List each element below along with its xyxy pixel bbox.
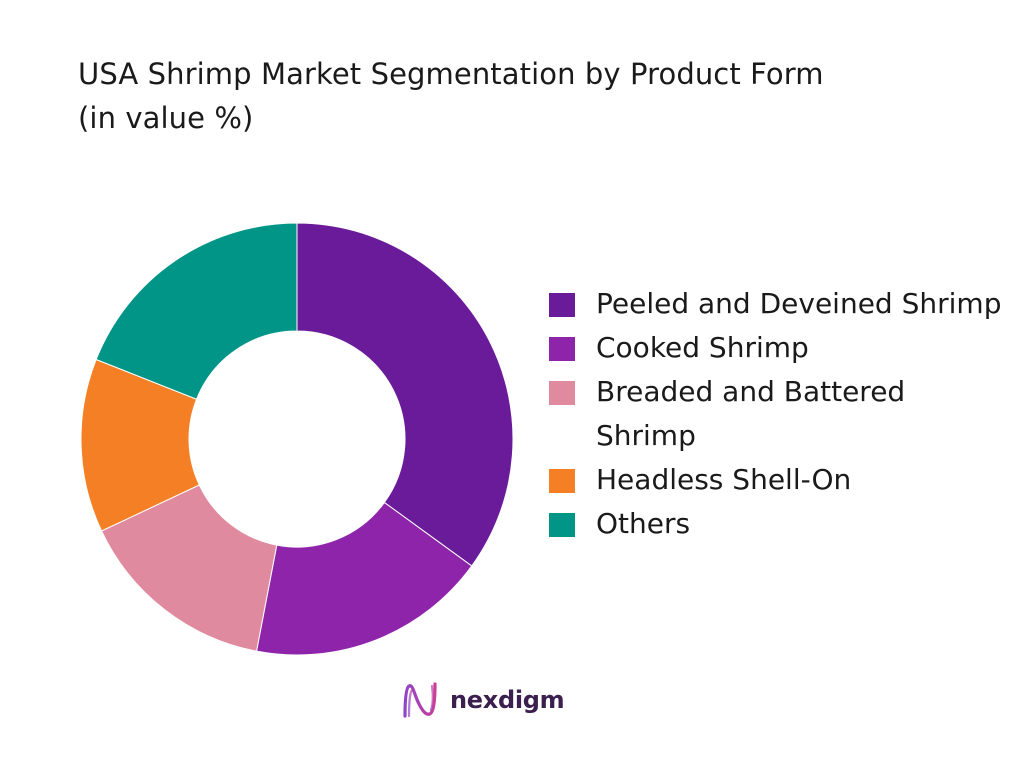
donut-chart	[80, 222, 514, 656]
legend-label: Cooked Shrimp	[596, 331, 809, 364]
legend-swatch	[549, 469, 575, 493]
donut-slice-breaded-and-battered-shrimp	[100, 484, 278, 652]
legend-item-cooked-shrimp: Cooked Shrimp	[549, 326, 1009, 370]
legend-swatch	[549, 513, 575, 537]
donut-slice-others	[95, 222, 298, 400]
legend-item-headless-shell-on: Headless Shell-On	[549, 458, 1009, 502]
brand-name: nexdigm	[450, 686, 565, 714]
chart-legend: Peeled and Deveined Shrimp Cooked Shrimp B…	[549, 282, 1009, 546]
legend-item-others: Others	[549, 502, 1009, 546]
legend-label: Peeled and Deveined Shrimp	[596, 287, 1002, 320]
chart-title-line-2: (in value %)	[78, 101, 254, 135]
legend-item-peeled-and-deveined-shrimp: Peeled and Deveined Shrimp	[549, 282, 1009, 326]
donut-slice-cooked-shrimp	[255, 501, 473, 656]
nexdigm-logo-icon	[403, 682, 437, 718]
legend-swatch	[549, 381, 575, 405]
legend-item-breaded-and-battered-shrimp: Breaded and Battered Shrimp	[549, 370, 1009, 458]
legend-swatch	[549, 293, 575, 317]
legend-label: Others	[596, 507, 691, 540]
chart-title: USA Shrimp Market Segmentation by Produc…	[78, 52, 978, 140]
brand-logo: nexdigm	[400, 680, 565, 720]
legend-label: Headless Shell-On	[596, 463, 852, 496]
legend-label: Breaded and Battered Shrimp	[596, 375, 906, 452]
chart-title-line-1: USA Shrimp Market Segmentation by Produc…	[78, 57, 824, 91]
donut-slice-peeled-and-deveined-shrimp	[296, 222, 514, 567]
legend-swatch	[549, 337, 575, 361]
